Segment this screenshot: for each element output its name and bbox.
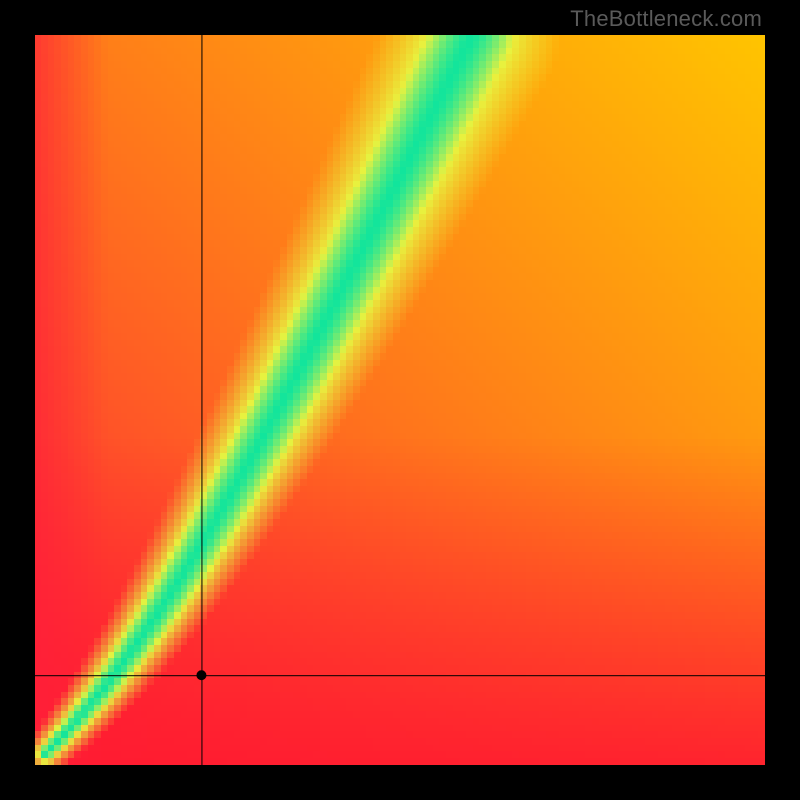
chart-outer-frame: TheBottleneck.com: [0, 0, 800, 800]
attribution-label: TheBottleneck.com: [570, 6, 762, 32]
heatmap-canvas: [35, 35, 765, 765]
heatmap-plot-area: [35, 35, 765, 765]
